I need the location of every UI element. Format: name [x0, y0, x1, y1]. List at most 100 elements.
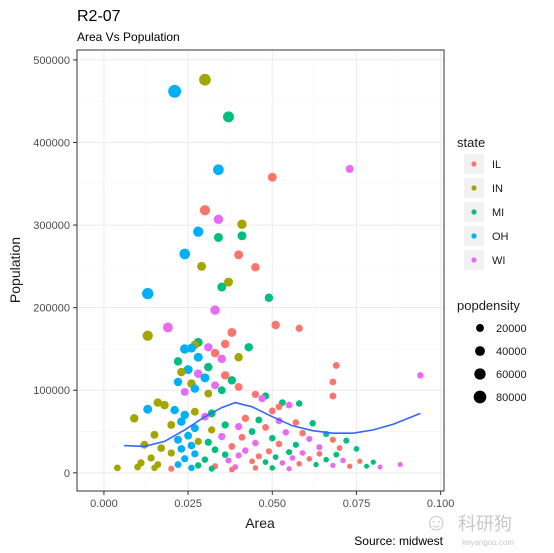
data-point: [179, 248, 191, 260]
data-point: [153, 398, 163, 407]
data-point: [188, 464, 195, 472]
data-point: [353, 445, 360, 452]
data-point: [190, 424, 199, 433]
data-point: [296, 460, 302, 467]
data-point: [225, 457, 232, 464]
size-legend-dot: [476, 324, 484, 332]
watermark-logo-icon: ☺: [424, 509, 449, 536]
data-point: [204, 362, 213, 372]
y-axis: 0 100000 200000 300000 400000 500000: [33, 55, 77, 480]
data-point: [262, 423, 269, 431]
data-point: [217, 282, 227, 292]
data-point: [309, 420, 316, 427]
data-point: [168, 465, 175, 472]
legend-swatch-in: [471, 185, 477, 191]
y-tick-label: 300000: [33, 220, 70, 232]
data-point: [292, 441, 299, 448]
data-point: [295, 324, 303, 332]
data-point: [218, 432, 226, 441]
data-point: [220, 339, 230, 349]
data-point: [330, 462, 336, 469]
data-point: [252, 439, 259, 447]
data-point: [211, 381, 220, 390]
popdensity-legend: popdensity 20000 40000 60000 80000: [457, 298, 527, 404]
state-legend-title: state: [457, 135, 485, 150]
data-point: [193, 226, 204, 237]
data-point: [357, 458, 363, 464]
data-point: [244, 343, 253, 352]
y-tick-label: 200000: [33, 303, 70, 315]
data-point: [237, 231, 247, 241]
data-point: [208, 465, 215, 472]
legend-swatch-oh: [471, 233, 477, 239]
data-point: [255, 453, 262, 460]
x-axis-title: Area: [245, 515, 275, 531]
data-point: [397, 462, 403, 468]
data-point: [264, 293, 274, 302]
data-point: [174, 461, 182, 468]
grid-lines: [77, 50, 444, 491]
y-axis-title: Population: [7, 237, 23, 303]
data-point: [180, 387, 189, 396]
data-point: [255, 416, 263, 424]
data-point: [191, 450, 199, 458]
data-point: [286, 466, 292, 472]
y-tick-label: 500000: [33, 55, 70, 67]
data-point: [235, 452, 242, 459]
data-point: [134, 463, 142, 471]
data-point: [377, 464, 383, 470]
data-point: [271, 320, 280, 330]
data-point: [183, 365, 193, 375]
legend-swatch-mi: [471, 209, 477, 215]
data-point: [204, 438, 212, 446]
data-point: [282, 429, 290, 436]
data-point: [208, 426, 216, 434]
data-point: [221, 451, 229, 458]
data-point: [269, 465, 276, 471]
data-point: [147, 454, 155, 462]
data-point: [157, 444, 166, 452]
chart-subtitle: Area Vs Population: [77, 30, 180, 44]
data-point: [199, 205, 211, 216]
state-legend: state IL IN MI OH WI: [457, 135, 509, 270]
data-point: [213, 164, 224, 176]
x-tick-label: 0.050: [259, 498, 287, 510]
data-point: [221, 421, 229, 429]
data-point: [210, 305, 220, 315]
data-point: [186, 343, 196, 353]
popdensity-legend-title: popdensity: [457, 298, 520, 313]
data-point: [200, 373, 210, 383]
data-point: [299, 450, 306, 456]
data-point: [241, 414, 249, 422]
data-point: [313, 461, 319, 468]
data-point: [234, 422, 243, 431]
watermark: ☺ 科研狗 keyangou.com: [424, 509, 514, 547]
data-point: [168, 84, 182, 98]
panel-frame-rect: [76, 49, 445, 492]
data-point: [289, 455, 296, 461]
data-point: [194, 437, 202, 446]
data-point: [162, 322, 173, 333]
data-point: [177, 445, 186, 453]
legend-label-il: IL: [492, 159, 501, 171]
data-point: [197, 261, 207, 271]
size-legend-dot: [474, 368, 486, 380]
data-point: [333, 451, 340, 458]
data-point: [279, 460, 286, 466]
data-point: [417, 372, 424, 379]
data-point: [227, 376, 237, 385]
data-point: [193, 369, 203, 378]
data-point: [228, 442, 236, 450]
data-point: [213, 232, 223, 242]
x-tick-label: 0.000: [90, 498, 118, 510]
data-point: [343, 437, 350, 444]
legend-label-oh: OH: [492, 231, 509, 243]
chart-caption: Source: midwest: [354, 534, 443, 548]
data-point: [190, 384, 200, 393]
data-point: [251, 262, 260, 272]
data-point: [167, 420, 176, 429]
data-point: [316, 450, 323, 457]
data-point: [180, 410, 189, 420]
data-point: [177, 367, 186, 377]
x-axis: 0.000 0.025 0.050 0.075 0.100: [90, 491, 454, 510]
